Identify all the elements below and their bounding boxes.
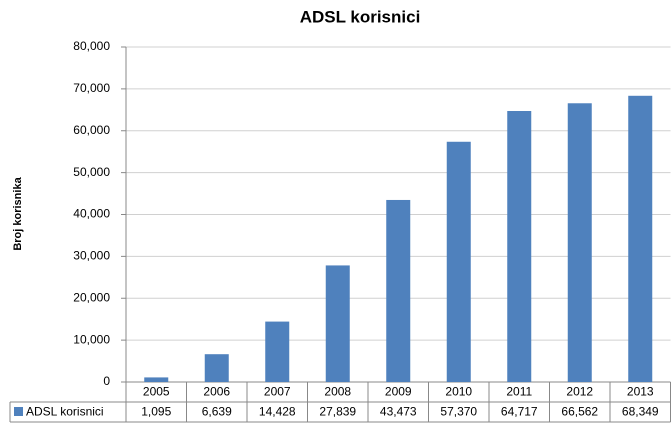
bar <box>325 265 350 382</box>
chart-title: ADSL korisnici <box>300 7 421 26</box>
y-tick-label: 40,000 <box>73 207 110 221</box>
bar <box>204 354 229 382</box>
table-value: 66,562 <box>561 405 598 419</box>
bar <box>265 321 290 382</box>
x-tick-label: 2011 <box>506 385 532 399</box>
bar <box>386 199 411 382</box>
x-tick-label: 2005 <box>143 385 170 399</box>
x-tick-label: 2009 <box>385 385 412 399</box>
table-value: 68,349 <box>622 405 659 419</box>
legend-swatch <box>14 407 23 416</box>
y-axis-label: Broj korisnika <box>12 176 24 250</box>
y-tick-label: 20,000 <box>73 290 110 304</box>
x-tick-label: 2010 <box>445 385 472 399</box>
table-value: 57,370 <box>440 405 477 419</box>
x-tick-label: 2006 <box>203 385 230 399</box>
table-value: 14,428 <box>259 405 296 419</box>
bar <box>628 95 653 382</box>
x-tick-label: 2013 <box>627 385 654 399</box>
y-tick-label: 30,000 <box>73 249 110 263</box>
table-value: 27,839 <box>319 405 356 419</box>
bar <box>446 141 471 382</box>
bar <box>567 103 592 383</box>
table-value: 6,639 <box>202 405 232 419</box>
y-tick-label: 50,000 <box>73 165 110 179</box>
x-tick-label: 2008 <box>324 385 351 399</box>
table-value: 43,473 <box>380 405 417 419</box>
y-tick-label: 80,000 <box>73 39 110 53</box>
table-value: 64,717 <box>501 405 538 419</box>
y-tick-label: 10,000 <box>73 332 110 346</box>
x-tick-label: 2007 <box>264 385 291 399</box>
legend-label: ADSL korisnici <box>26 405 104 419</box>
bar <box>507 110 532 383</box>
x-tick-label: 2012 <box>566 385 593 399</box>
y-tick-label: 60,000 <box>73 123 110 137</box>
bar <box>144 377 169 382</box>
y-tick-label: 0 <box>103 374 110 388</box>
y-tick-label: 70,000 <box>73 81 110 95</box>
table-value: 1,095 <box>141 405 171 419</box>
